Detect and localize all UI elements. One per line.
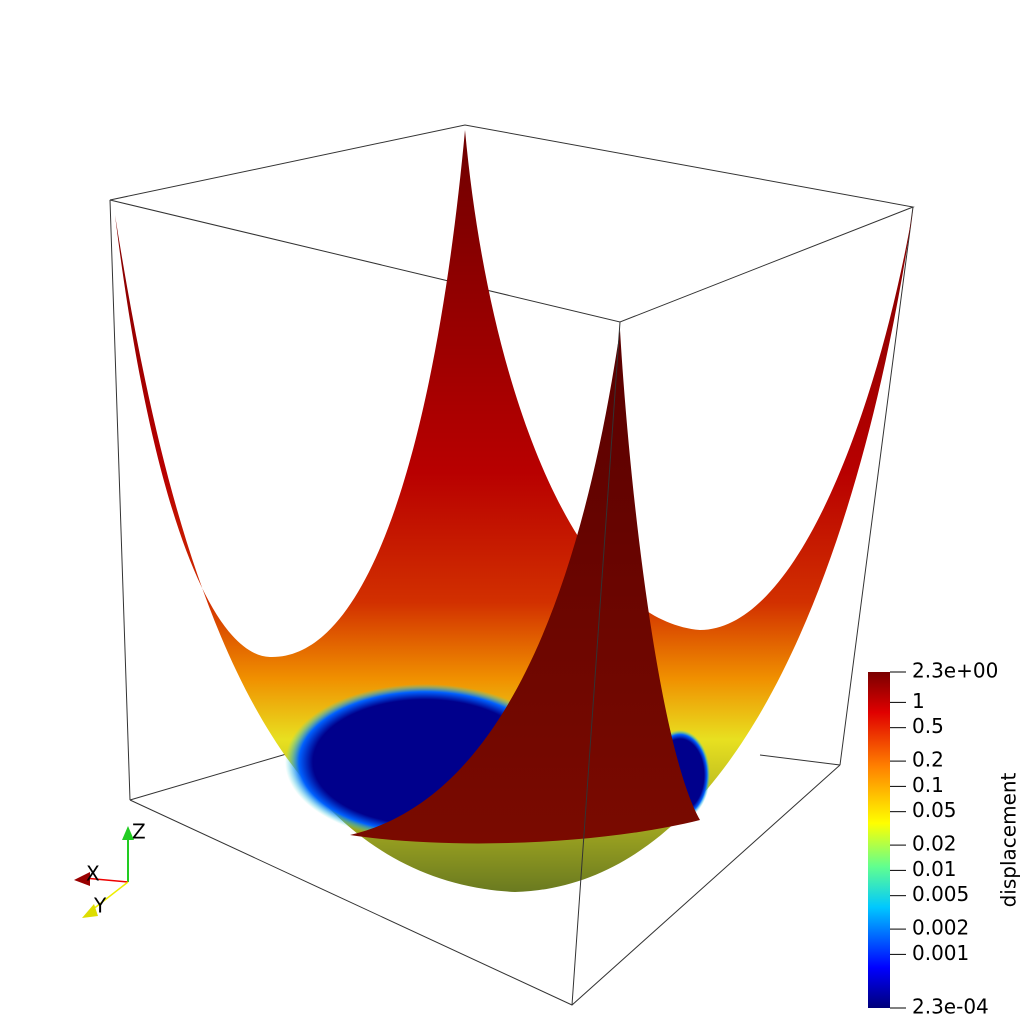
x-label: X	[86, 862, 100, 886]
axes-triad: X Y Z	[74, 820, 146, 918]
colorbar-tick-label: 0.05	[912, 798, 957, 822]
z-arrow	[122, 826, 134, 840]
x-arrow	[74, 872, 90, 886]
y-axis	[91, 881, 129, 911]
x-axis	[83, 877, 129, 883]
colorbar-tick-label: 0.02	[912, 832, 957, 856]
colorbar-tick-label: 0.5	[912, 714, 944, 738]
colorbar-tick-label: 0.002	[912, 916, 969, 940]
colorbar-tick-label: 0.1	[912, 773, 944, 797]
bounding-box-front	[129, 321, 841, 1006]
y-arrow	[82, 904, 98, 918]
colorbar-tick-label: 0.005	[912, 882, 969, 906]
colorbar-tick-label: 0.01	[912, 857, 957, 881]
colorbar-tick-label: 2.3e-04	[912, 995, 989, 1019]
colorbar	[868, 672, 890, 1008]
colorbar-tick-label: 0.001	[912, 941, 969, 965]
surface	[115, 130, 913, 892]
y-label: Y	[93, 894, 107, 918]
bounding-box	[109, 124, 915, 801]
colorbar-tick-label: 0.2	[912, 748, 944, 772]
z-label: Z	[132, 820, 146, 844]
colorbar-tick-label: 1	[912, 689, 925, 713]
surface-front	[350, 330, 700, 844]
colorbar-title: displacement	[997, 772, 1021, 907]
colorbar-tick-label: 2.3e+00	[912, 659, 998, 683]
